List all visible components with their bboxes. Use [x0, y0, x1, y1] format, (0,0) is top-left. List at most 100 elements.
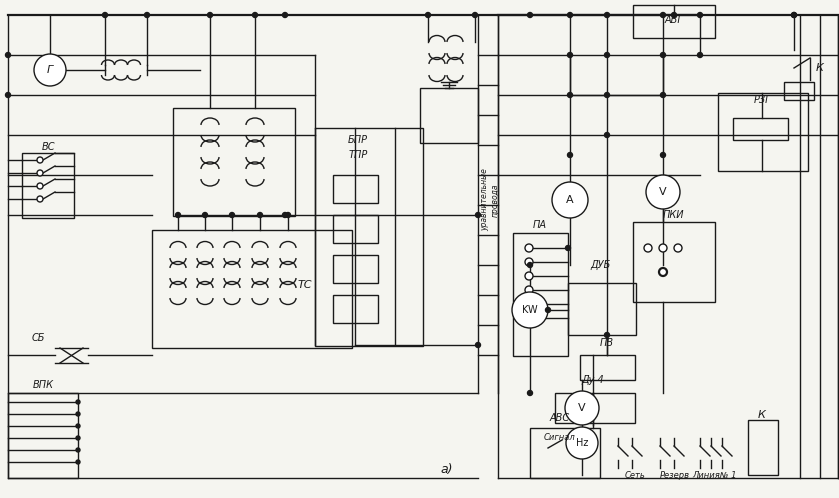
Circle shape	[207, 12, 212, 17]
Text: уравнительные
провода: уравнительные провода	[480, 168, 500, 232]
Circle shape	[566, 427, 598, 459]
Circle shape	[567, 12, 572, 17]
Bar	[733, 118, 788, 140]
Circle shape	[660, 52, 665, 57]
Circle shape	[285, 213, 290, 218]
Text: KW: KW	[522, 305, 538, 315]
Bar	[333, 215, 378, 243]
Circle shape	[76, 424, 80, 428]
Circle shape	[202, 213, 207, 218]
Circle shape	[697, 52, 702, 57]
Bar	[580, 355, 635, 380]
Circle shape	[567, 52, 572, 57]
Text: V: V	[659, 187, 667, 197]
Text: РЗГ: РЗГ	[753, 95, 771, 105]
Text: БПР: БПР	[348, 135, 368, 145]
Bar	[8, 393, 78, 478]
Circle shape	[175, 213, 180, 218]
Circle shape	[76, 436, 80, 440]
Circle shape	[37, 157, 43, 163]
Bar	[530, 428, 600, 478]
Circle shape	[605, 12, 609, 17]
Circle shape	[512, 292, 548, 328]
Circle shape	[144, 12, 149, 17]
Text: СБ: СБ	[31, 333, 44, 343]
Text: A: A	[566, 195, 574, 205]
Bar	[568, 283, 636, 335]
Text: К: К	[758, 410, 766, 420]
Circle shape	[76, 400, 80, 404]
Circle shape	[230, 213, 234, 218]
Text: ТС: ТС	[298, 280, 312, 290]
Circle shape	[660, 93, 665, 98]
Circle shape	[545, 307, 550, 313]
Bar	[315, 128, 423, 346]
Circle shape	[659, 244, 667, 252]
Circle shape	[565, 391, 599, 425]
Bar	[748, 420, 778, 475]
Circle shape	[660, 152, 665, 157]
Circle shape	[605, 52, 609, 57]
Circle shape	[76, 460, 80, 464]
Circle shape	[425, 12, 430, 17]
Circle shape	[472, 12, 477, 17]
Text: ПА: ПА	[533, 220, 547, 230]
Bar	[420, 88, 478, 143]
Bar	[22, 153, 74, 218]
Text: ВС: ВС	[41, 142, 55, 152]
Circle shape	[605, 93, 609, 98]
Circle shape	[525, 272, 533, 280]
Circle shape	[567, 152, 572, 157]
Circle shape	[253, 12, 258, 17]
Circle shape	[659, 268, 667, 276]
Circle shape	[605, 132, 609, 137]
Circle shape	[37, 183, 43, 189]
Circle shape	[528, 390, 533, 395]
Circle shape	[476, 213, 481, 218]
Text: Резерв: Резерв	[660, 471, 690, 480]
Text: ТПР: ТПР	[348, 150, 367, 160]
Circle shape	[525, 286, 533, 294]
Text: ВПК: ВПК	[33, 380, 54, 390]
Bar	[555, 393, 635, 423]
Circle shape	[76, 448, 80, 452]
Circle shape	[76, 412, 80, 416]
Text: АВС: АВС	[550, 413, 570, 423]
Text: V: V	[578, 403, 586, 413]
Text: a): a)	[440, 464, 453, 477]
Circle shape	[37, 170, 43, 176]
Circle shape	[528, 12, 533, 17]
Circle shape	[565, 246, 571, 250]
Circle shape	[37, 196, 43, 202]
Bar	[333, 175, 378, 203]
Text: Линия№ 1: Линия№ 1	[693, 471, 737, 480]
Circle shape	[528, 262, 533, 267]
Circle shape	[674, 244, 682, 252]
Bar	[633, 222, 715, 302]
Text: Ду 4: Ду 4	[581, 375, 604, 385]
Circle shape	[283, 12, 288, 17]
Circle shape	[791, 12, 796, 17]
Circle shape	[525, 258, 533, 266]
Text: ПКИ: ПКИ	[662, 210, 684, 220]
Bar	[633, 5, 715, 38]
Text: Сеть: Сеть	[624, 471, 645, 480]
Circle shape	[552, 182, 588, 218]
Circle shape	[525, 314, 533, 322]
Circle shape	[34, 54, 66, 86]
Circle shape	[646, 175, 680, 209]
Bar	[333, 295, 378, 323]
Circle shape	[6, 93, 11, 98]
Circle shape	[102, 12, 107, 17]
Circle shape	[671, 12, 676, 17]
Bar	[173, 108, 295, 216]
Text: Сигнал: Сигнал	[545, 433, 576, 443]
Bar	[333, 255, 378, 283]
Circle shape	[6, 52, 11, 57]
Bar	[718, 93, 808, 171]
Bar	[152, 230, 352, 348]
Text: ДУБ: ДУБ	[591, 260, 611, 270]
Text: АВГ: АВГ	[664, 15, 684, 25]
Circle shape	[476, 343, 481, 348]
Text: ПВ: ПВ	[600, 338, 614, 348]
